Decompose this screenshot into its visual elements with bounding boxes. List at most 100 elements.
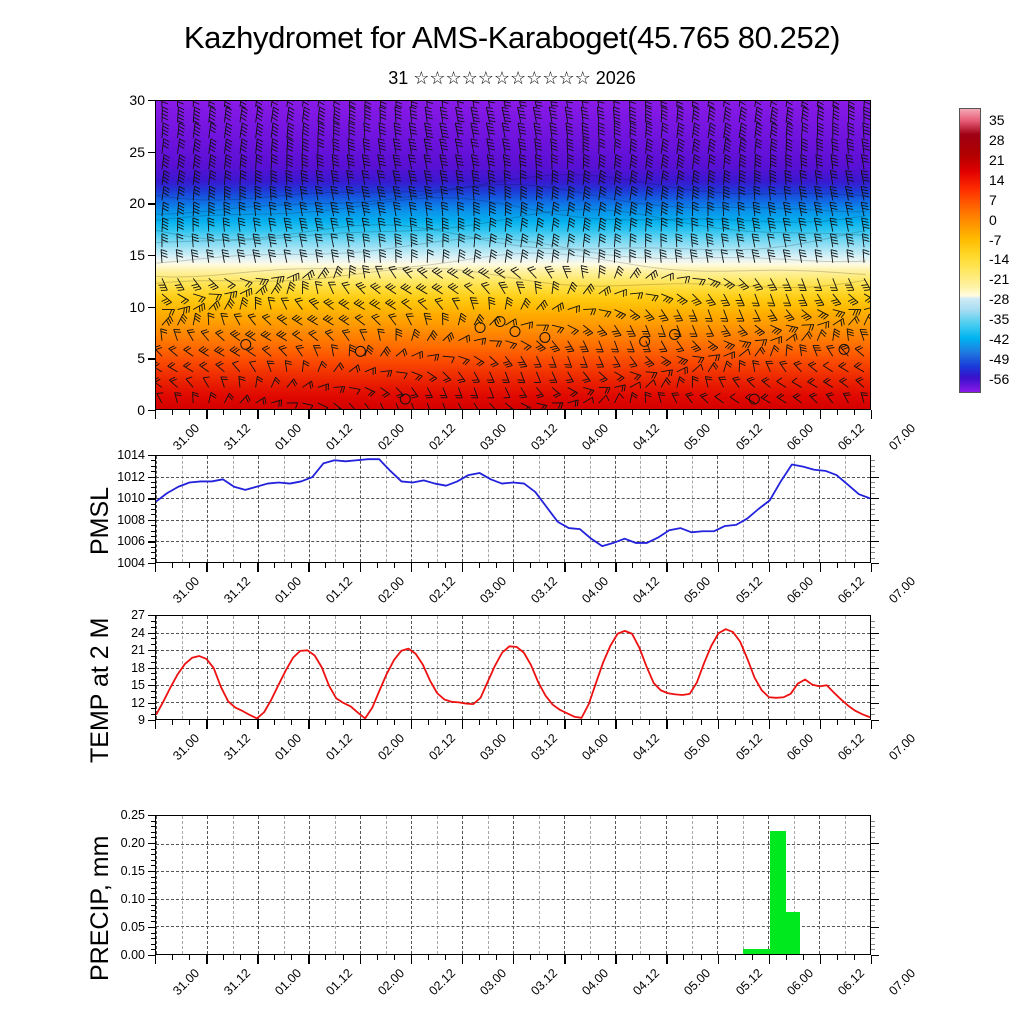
x-tick-label: 03.12 (528, 731, 561, 764)
temp-line-series (156, 616, 870, 719)
y-tickmark (148, 815, 155, 817)
y-tickmark (148, 498, 155, 500)
x-tickmark-minor (598, 720, 600, 725)
x-tick-label: 05.00 (681, 731, 714, 764)
y-tickmark (148, 720, 155, 722)
y-tickmark-right (871, 949, 875, 951)
y-tickmark-minor (151, 530, 155, 532)
x-tick-label: 06.00 (783, 731, 816, 764)
gridline-vertical-minor (691, 816, 693, 954)
temperature-colorbar (959, 108, 981, 393)
gridline-vertical (258, 456, 259, 562)
gridline-horizontal (156, 477, 870, 479)
x-tickmark (461, 410, 464, 419)
precip-bar (785, 912, 800, 954)
y-tickmark-right (871, 720, 879, 721)
x-tickmark-minor (734, 410, 736, 415)
x-tick-label: 01.00 (272, 966, 305, 999)
x-tickmark-minor (274, 563, 276, 568)
colorbar-tick-label: -35 (989, 311, 1010, 328)
x-tickmark (768, 955, 771, 964)
y-tickmark-right (871, 471, 875, 473)
gridline-vertical-minor (589, 456, 591, 562)
colorbar-tick-label: -42 (989, 331, 1010, 348)
y-tickmark (148, 871, 155, 873)
y-tickmark-minor (151, 503, 155, 505)
gridline-vertical (768, 456, 769, 562)
gridline-vertical-minor (334, 816, 336, 954)
x-tickmark-minor (853, 410, 855, 415)
gridline-vertical-minor (181, 816, 183, 954)
y-tickmark-right (871, 955, 879, 956)
x-tickmark-minor (223, 955, 225, 960)
x-tickmark (717, 410, 719, 419)
gridline-vertical (360, 816, 361, 954)
x-tickmark-minor (223, 563, 225, 568)
gridline-horizontal (156, 498, 870, 500)
y-tickmark-right (871, 910, 875, 912)
y-tickmark (148, 100, 155, 102)
y-tickmark (148, 255, 155, 257)
y-tickmark-right (871, 460, 875, 462)
gridline-vertical (207, 456, 208, 562)
x-tickmark (615, 563, 617, 572)
y-tickmark-right (871, 563, 879, 564)
y-tickmark (148, 955, 155, 957)
x-tick-label: 07.00 (886, 574, 919, 607)
y-tickmark-right (871, 915, 875, 917)
y-tickmark-minor (151, 915, 155, 917)
x-tickmark (257, 410, 259, 419)
x-tickmark (871, 955, 873, 964)
y-tickmark-right (871, 509, 875, 510)
x-tickmark (308, 410, 310, 419)
y-tickmark-minor (151, 831, 155, 833)
y-tick-label: 1012 (117, 469, 145, 484)
y-tickmark-minor (151, 876, 155, 878)
x-tickmark-minor (632, 410, 634, 415)
x-tickmark-minor (683, 563, 685, 568)
x-tick-label: 04.12 (630, 574, 663, 607)
x-tickmark (206, 410, 208, 419)
x-tickmark-minor (683, 410, 685, 415)
x-tickmark-minor (240, 720, 242, 725)
x-tickmark (819, 955, 822, 964)
x-tickmark-minor (649, 563, 651, 568)
subtitle-day: 31 (388, 68, 409, 88)
x-tickmark-minor (751, 563, 753, 568)
x-tickmark (717, 563, 719, 572)
y-tickmark-right (871, 620, 875, 622)
y-tickmark-right (871, 492, 875, 494)
x-tickmark-minor (444, 955, 446, 960)
x-tickmark-minor (172, 955, 174, 960)
gridline-horizontal (156, 926, 870, 928)
x-tickmark (257, 955, 259, 964)
y-tick-label: 0.15 (120, 864, 145, 878)
x-tickmark-minor (836, 955, 838, 960)
x-tickmark-minor (751, 410, 753, 415)
x-tickmark-minor (632, 563, 634, 568)
y-tickmark-right (871, 632, 879, 634)
x-tickmark (461, 563, 464, 572)
y-tickmark-right (871, 552, 875, 554)
x-tickmark-minor (836, 563, 838, 568)
x-tick-label: 02.00 (374, 574, 407, 607)
x-tickmark-minor (683, 955, 685, 960)
x-tickmark-minor (274, 720, 276, 725)
y-tickmark-right (871, 498, 879, 500)
y-tickmark-minor (151, 938, 155, 940)
x-tickmark-minor (376, 563, 378, 568)
y-tickmark-right (871, 655, 875, 657)
y-tickmark-right (871, 661, 875, 663)
gridline-vertical-minor (691, 456, 693, 562)
x-tickmark-minor (632, 720, 634, 725)
gridline-vertical-minor (487, 456, 489, 562)
gridline-horizontal (156, 667, 870, 669)
x-tickmark-minor (427, 955, 429, 960)
colorbar-tick-label: -49 (989, 351, 1010, 368)
y-tickmark-minor (151, 865, 155, 867)
x-tickmark-minor (444, 563, 446, 568)
y-tickmark-minor (151, 552, 155, 554)
x-tickmark (871, 410, 873, 419)
gridline-vertical-minor (436, 816, 438, 954)
x-tickmark-minor (393, 563, 395, 568)
